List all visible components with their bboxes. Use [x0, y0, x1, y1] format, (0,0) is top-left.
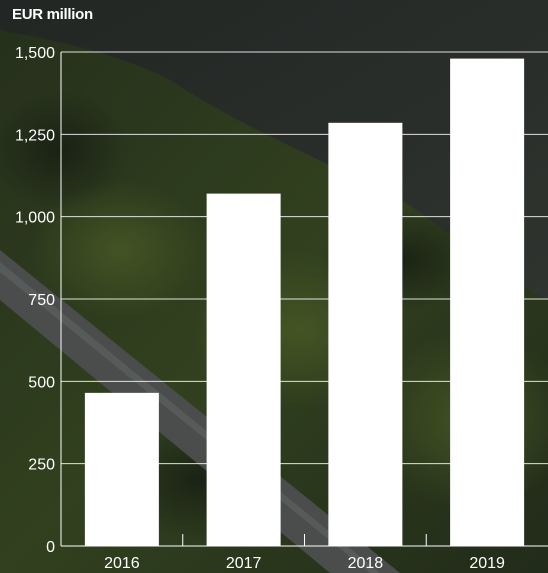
y-tick-label: 250 [28, 457, 55, 474]
bars [84, 58, 525, 546]
x-tick-label: 2018 [348, 555, 384, 572]
x-tick-label: 2017 [226, 555, 262, 572]
y-tick-label: 500 [28, 374, 55, 391]
y-tick-label: 1,000 [15, 210, 55, 227]
x-tick-label: 2016 [104, 555, 140, 572]
bar-2017 [206, 193, 281, 546]
x-tick-label: 2019 [469, 555, 505, 572]
axes [60, 52, 548, 547]
bar-2016 [84, 392, 159, 546]
tick-labels: 0 250 500 750 1,000 1,250 1,500 2016 2017 2018 201… [15, 45, 505, 572]
y-tick-label: 0 [46, 539, 55, 556]
bar-2018 [328, 122, 403, 546]
bar-2019 [450, 58, 525, 546]
y-tick-label: 1,250 [15, 127, 55, 144]
y-tick-label: 1,500 [15, 45, 55, 62]
y-tick-label: 750 [28, 292, 55, 309]
y-axis-unit-label: EUR million [12, 6, 93, 23]
